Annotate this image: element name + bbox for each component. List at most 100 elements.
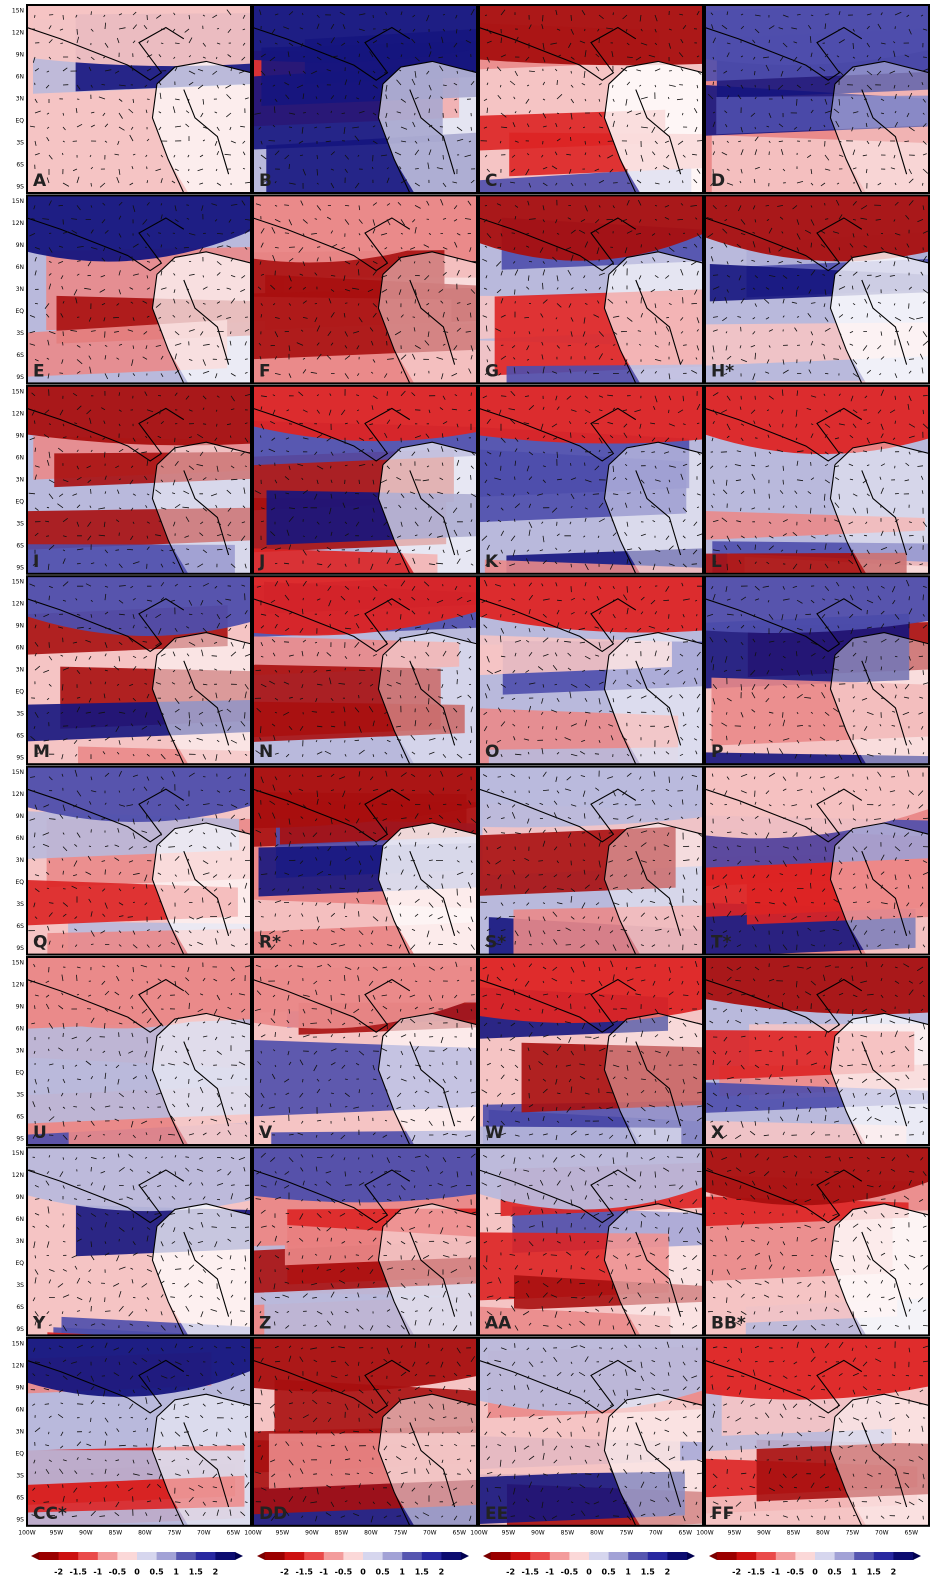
panel-label: Q	[33, 933, 47, 953]
field-top	[705, 576, 929, 633]
lon-label: 80W	[816, 1529, 830, 1536]
colorbar-tick-label: 1	[851, 1568, 857, 1577]
colorbar-swatch	[628, 1552, 648, 1560]
colorbar-end	[913, 1552, 921, 1560]
lon-label: 75W	[168, 1529, 182, 1536]
lat-label: 3S	[16, 330, 24, 337]
colorbar-tick-label: 0.5	[828, 1568, 843, 1577]
colorbar-end	[257, 1552, 265, 1560]
panel-label: P	[711, 742, 723, 762]
panel-label: B	[259, 171, 272, 191]
field-top	[479, 767, 703, 828]
map-panel	[441, 1338, 746, 1532]
lat-label: 6N	[16, 74, 24, 81]
lat-label: 3S	[16, 711, 24, 718]
colorbar-swatch	[157, 1552, 177, 1560]
colorbar-swatch	[815, 1552, 835, 1560]
lon-label: 85W	[787, 1529, 801, 1536]
panel-label: A	[33, 171, 47, 191]
lon-label: 70W	[649, 1529, 663, 1536]
field-top	[479, 386, 703, 444]
lat-label: 6N	[16, 1216, 24, 1223]
colorbar-end	[31, 1552, 39, 1560]
lat-label: 6N	[16, 264, 24, 271]
colorbar-swatch	[609, 1552, 629, 1560]
lon-label: 85W	[561, 1529, 575, 1536]
colorbar-swatch	[756, 1552, 776, 1560]
map-panel	[676, 767, 943, 958]
lon-label: 75W	[846, 1529, 860, 1536]
panel-label: DD	[259, 1504, 287, 1524]
lat-label: 3S	[16, 1472, 24, 1479]
colorbar-swatch	[98, 1552, 118, 1560]
colorbar-swatch	[835, 1552, 855, 1560]
panel-label: G	[485, 361, 499, 381]
colorbar-swatch	[441, 1552, 461, 1560]
lat-label: 6N	[16, 454, 24, 461]
lat-label: 3N	[16, 96, 24, 103]
lat-label: 3N	[16, 286, 24, 293]
colorbar-swatch	[737, 1552, 757, 1560]
colorbar-tick-label: 1.5	[415, 1568, 430, 1577]
lat-label: 12N	[12, 982, 24, 989]
lon-label: 65W	[227, 1529, 241, 1536]
colorbar-swatch	[59, 1552, 79, 1560]
lat-label: 9S	[16, 1326, 24, 1333]
panel-label: I	[33, 552, 39, 572]
colorbar-tick-label: -1.5	[295, 1568, 313, 1577]
lat-label: 6N	[16, 645, 24, 652]
lat-label: EQ	[15, 1450, 24, 1457]
lon-label: 80W	[364, 1529, 378, 1536]
lat-label: 3N	[16, 667, 24, 674]
panel-label: V	[259, 1123, 273, 1143]
panel-label: J	[258, 552, 265, 572]
lat-label: 9N	[16, 623, 24, 630]
lat-label: 9S	[16, 184, 24, 191]
colorbar-tick-label: 2	[439, 1568, 445, 1577]
lat-label: EQ	[15, 1070, 24, 1077]
panel-label: FF	[711, 1504, 734, 1524]
colorbar-tick-label: 0.5	[150, 1568, 165, 1577]
lon-label: 65W	[905, 1529, 919, 1536]
lat-label: 6S	[16, 352, 24, 359]
colorbar-swatch	[304, 1552, 324, 1560]
colorbar-swatch	[78, 1552, 98, 1560]
lat-label: 3N	[16, 857, 24, 864]
colorbar-swatch	[137, 1552, 157, 1560]
lon-label: 95W	[728, 1529, 742, 1536]
colorbar-tick-label: -1.5	[69, 1568, 87, 1577]
colorbar-tick-label: 2	[665, 1568, 671, 1577]
colorbar-end	[483, 1552, 491, 1560]
lat-label: 3N	[16, 1048, 24, 1055]
figure: A15N12N9N6N3NEQ3S6S9SBCDE15N12N9N6N3NEQ3…	[0, 0, 943, 1585]
lat-label: 12N	[12, 1362, 24, 1369]
colorbar-swatch	[667, 1552, 687, 1560]
colorbar-end	[687, 1552, 695, 1560]
colorbar-swatch	[776, 1552, 796, 1560]
lat-label: 6N	[16, 1406, 24, 1413]
colorbar-tick-label: -2	[506, 1568, 515, 1577]
colorbar-swatch	[265, 1552, 285, 1560]
panel-label: U	[33, 1123, 47, 1143]
lat-label: 9S	[16, 564, 24, 571]
colorbar-end	[461, 1552, 469, 1560]
lat-label: 9N	[16, 1194, 24, 1201]
lat-label: 9N	[16, 1004, 24, 1011]
colorbar-tick-label: -0.5	[561, 1568, 579, 1577]
colorbar-tick-label: -1	[771, 1568, 780, 1577]
lat-label: 12N	[12, 601, 24, 608]
lon-label: 80W	[138, 1529, 152, 1536]
colorbar-swatch	[176, 1552, 196, 1560]
lon-label: 65W	[453, 1529, 467, 1536]
colorbar-tick-label: -1.5	[747, 1568, 765, 1577]
lon-label: 90W	[531, 1529, 545, 1536]
lat-label: 9S	[16, 1136, 24, 1143]
lon-label: 75W	[620, 1529, 634, 1536]
colorbar-swatch	[874, 1552, 894, 1560]
lon-label: 100W	[696, 1529, 713, 1536]
colorbar-swatch	[196, 1552, 216, 1560]
lat-label: 3N	[16, 1428, 24, 1435]
colorbar-swatch	[343, 1552, 363, 1560]
colorbar-tick-label: -0.5	[109, 1568, 127, 1577]
lat-label: 9S	[16, 945, 24, 952]
